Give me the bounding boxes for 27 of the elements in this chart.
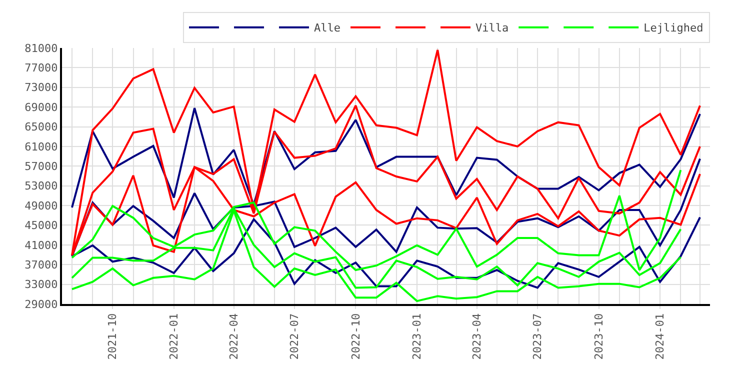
y-tick-label: 77000	[24, 62, 58, 75]
x-tick-label: 2023-10	[592, 313, 606, 360]
y-tick-label: 37000	[24, 258, 58, 272]
y-tick-label: 49000	[24, 199, 58, 212]
legend-label: Lejlighed	[644, 22, 704, 35]
y-tick-label: 65000	[24, 120, 58, 134]
y-tick-label: 29000	[24, 298, 58, 311]
y-tick-label: 41000	[24, 238, 58, 252]
x-tick-label: 2022-04	[227, 313, 240, 360]
x-tick-label: 2023-07	[531, 313, 544, 360]
x-tick-label: 2022-10	[349, 313, 362, 360]
legend-label: Alle	[314, 22, 340, 35]
x-tick-label: 2023-04	[470, 313, 484, 360]
y-tick-label: 81000	[24, 42, 58, 55]
x-tick-label: 2022-01	[167, 313, 180, 360]
y-tick-label: 73000	[24, 81, 58, 94]
y-tick-label: 45000	[24, 219, 58, 232]
y-tick-label: 33000	[24, 278, 58, 292]
x-tick-label: 2024-01	[654, 313, 667, 360]
x-tick-label: 2021-10	[106, 313, 120, 360]
x-tick-label: 2023-01	[410, 313, 424, 360]
y-tick-label: 57000	[24, 160, 58, 173]
x-tick-label: 2022-07	[288, 313, 302, 360]
y-tick-label: 61000	[24, 140, 58, 154]
legend-label: Villa	[476, 22, 509, 35]
y-tick-label: 69000	[24, 100, 58, 114]
y-tick-label: 53000	[24, 180, 58, 193]
